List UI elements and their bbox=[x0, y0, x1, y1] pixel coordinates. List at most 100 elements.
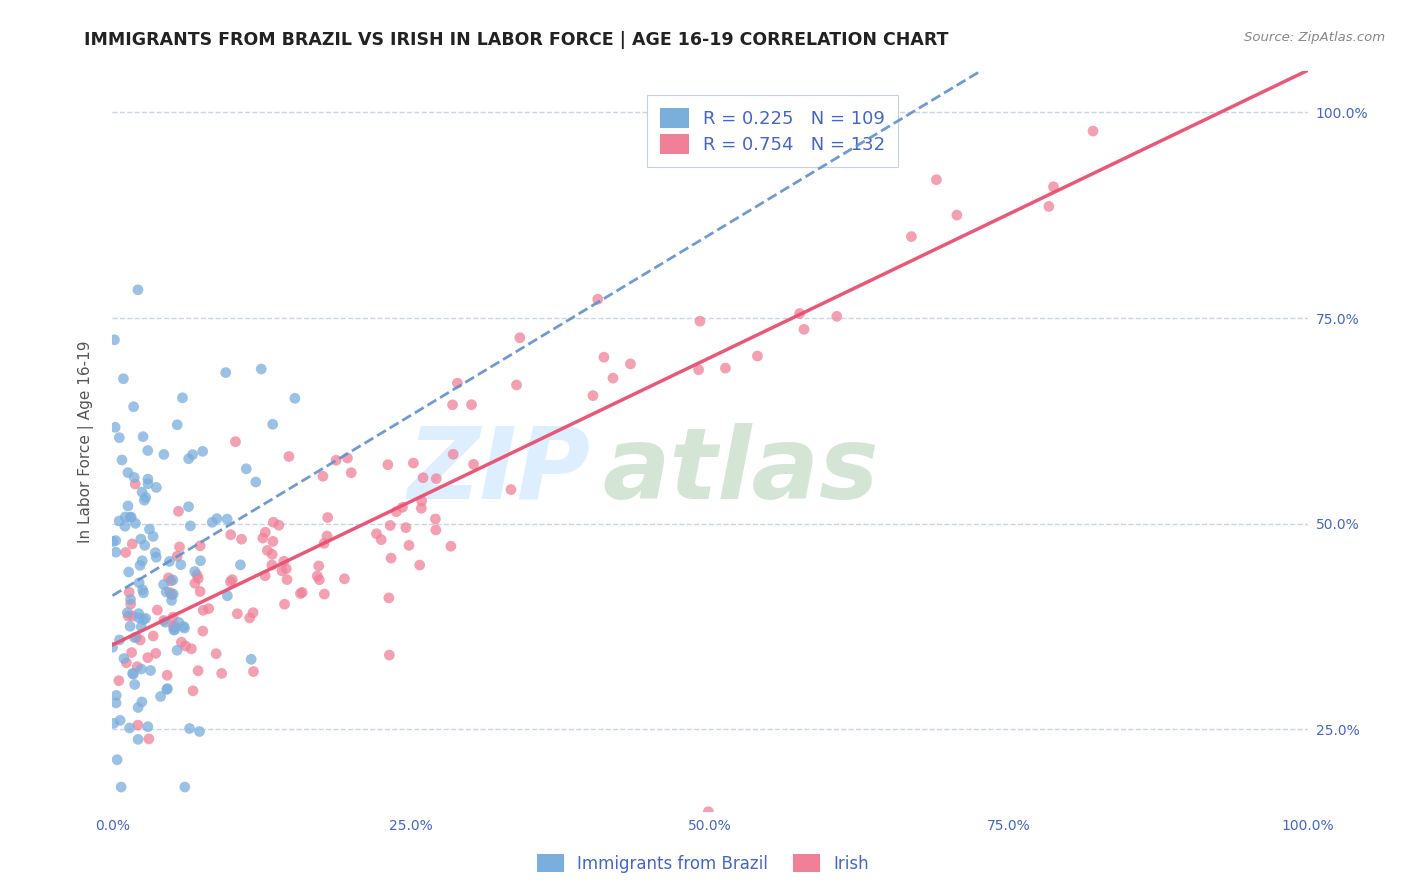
Point bbox=[184, 576, 207, 591]
Point bbox=[593, 350, 616, 364]
Legend: R = 0.225   N = 109, R = 0.754   N = 132: R = 0.225 N = 109, R = 0.754 N = 132 bbox=[647, 95, 898, 167]
Point bbox=[167, 615, 190, 630]
Point bbox=[122, 667, 145, 681]
Point bbox=[167, 504, 190, 518]
Point bbox=[312, 469, 335, 483]
Point bbox=[402, 456, 425, 470]
Point bbox=[425, 472, 447, 486]
Y-axis label: In Labor Force | Age 16-19: In Labor Force | Age 16-19 bbox=[77, 340, 94, 543]
Point bbox=[221, 573, 243, 587]
Point bbox=[125, 630, 148, 644]
Point bbox=[162, 620, 184, 634]
Point bbox=[747, 349, 769, 363]
Point bbox=[336, 451, 359, 466]
Point bbox=[136, 476, 159, 491]
Point bbox=[156, 681, 179, 696]
Point bbox=[385, 505, 408, 519]
Point bbox=[170, 635, 193, 649]
Point bbox=[114, 519, 136, 533]
Point bbox=[193, 603, 215, 617]
Point bbox=[105, 753, 128, 767]
Point bbox=[112, 651, 135, 665]
Point bbox=[162, 587, 184, 601]
Point bbox=[314, 536, 336, 550]
Point bbox=[155, 585, 177, 599]
Point bbox=[136, 720, 159, 734]
Point bbox=[425, 523, 447, 537]
Point bbox=[159, 554, 181, 568]
Point bbox=[177, 500, 200, 514]
Point bbox=[142, 629, 165, 643]
Point bbox=[124, 477, 146, 491]
Point bbox=[380, 551, 402, 566]
Point bbox=[409, 558, 432, 572]
Point bbox=[190, 554, 212, 568]
Point bbox=[1042, 179, 1064, 194]
Point bbox=[219, 527, 242, 541]
Point bbox=[290, 586, 312, 600]
Point bbox=[104, 545, 127, 559]
Text: atlas: atlas bbox=[603, 423, 879, 520]
Point bbox=[156, 682, 179, 697]
Point bbox=[174, 639, 197, 653]
Text: Source: ZipAtlas.com: Source: ZipAtlas.com bbox=[1244, 31, 1385, 45]
Point bbox=[380, 518, 402, 533]
Point bbox=[186, 568, 208, 582]
Point bbox=[333, 572, 356, 586]
Point bbox=[128, 575, 150, 590]
Point bbox=[340, 466, 363, 480]
Point bbox=[217, 512, 239, 526]
Point bbox=[215, 366, 238, 380]
Point bbox=[169, 540, 191, 554]
Point bbox=[162, 573, 184, 587]
Point bbox=[163, 623, 186, 637]
Point bbox=[325, 453, 347, 467]
Point bbox=[229, 558, 252, 572]
Point bbox=[271, 564, 294, 578]
Point bbox=[260, 558, 283, 572]
Point bbox=[145, 550, 167, 565]
Point bbox=[153, 447, 176, 461]
Point bbox=[240, 652, 263, 666]
Point bbox=[441, 447, 464, 461]
Point bbox=[316, 510, 339, 524]
Point bbox=[201, 516, 224, 530]
Point bbox=[697, 805, 720, 819]
Point bbox=[184, 565, 207, 579]
Point bbox=[267, 518, 290, 533]
Point bbox=[135, 611, 157, 625]
Point bbox=[104, 533, 127, 548]
Point bbox=[173, 780, 195, 794]
Point bbox=[440, 539, 463, 553]
Point bbox=[441, 398, 464, 412]
Point bbox=[181, 683, 204, 698]
Point bbox=[146, 603, 169, 617]
Point bbox=[120, 592, 142, 607]
Point bbox=[395, 521, 418, 535]
Point bbox=[231, 532, 253, 546]
Point bbox=[131, 582, 153, 597]
Point bbox=[117, 466, 139, 480]
Point bbox=[446, 376, 468, 391]
Point bbox=[688, 363, 710, 377]
Point bbox=[179, 722, 201, 736]
Point bbox=[166, 643, 188, 657]
Point bbox=[127, 732, 149, 747]
Point bbox=[163, 618, 186, 632]
Point bbox=[159, 585, 181, 599]
Point bbox=[139, 664, 162, 678]
Point bbox=[117, 499, 139, 513]
Point bbox=[188, 724, 211, 739]
Point bbox=[377, 458, 399, 472]
Point bbox=[391, 500, 413, 515]
Point bbox=[463, 458, 485, 472]
Point bbox=[122, 400, 145, 414]
Point bbox=[262, 547, 284, 561]
Point bbox=[111, 453, 134, 467]
Point bbox=[217, 589, 239, 603]
Point bbox=[173, 619, 195, 633]
Point bbox=[308, 573, 330, 587]
Point bbox=[120, 510, 142, 524]
Point bbox=[145, 546, 167, 560]
Point bbox=[108, 514, 131, 528]
